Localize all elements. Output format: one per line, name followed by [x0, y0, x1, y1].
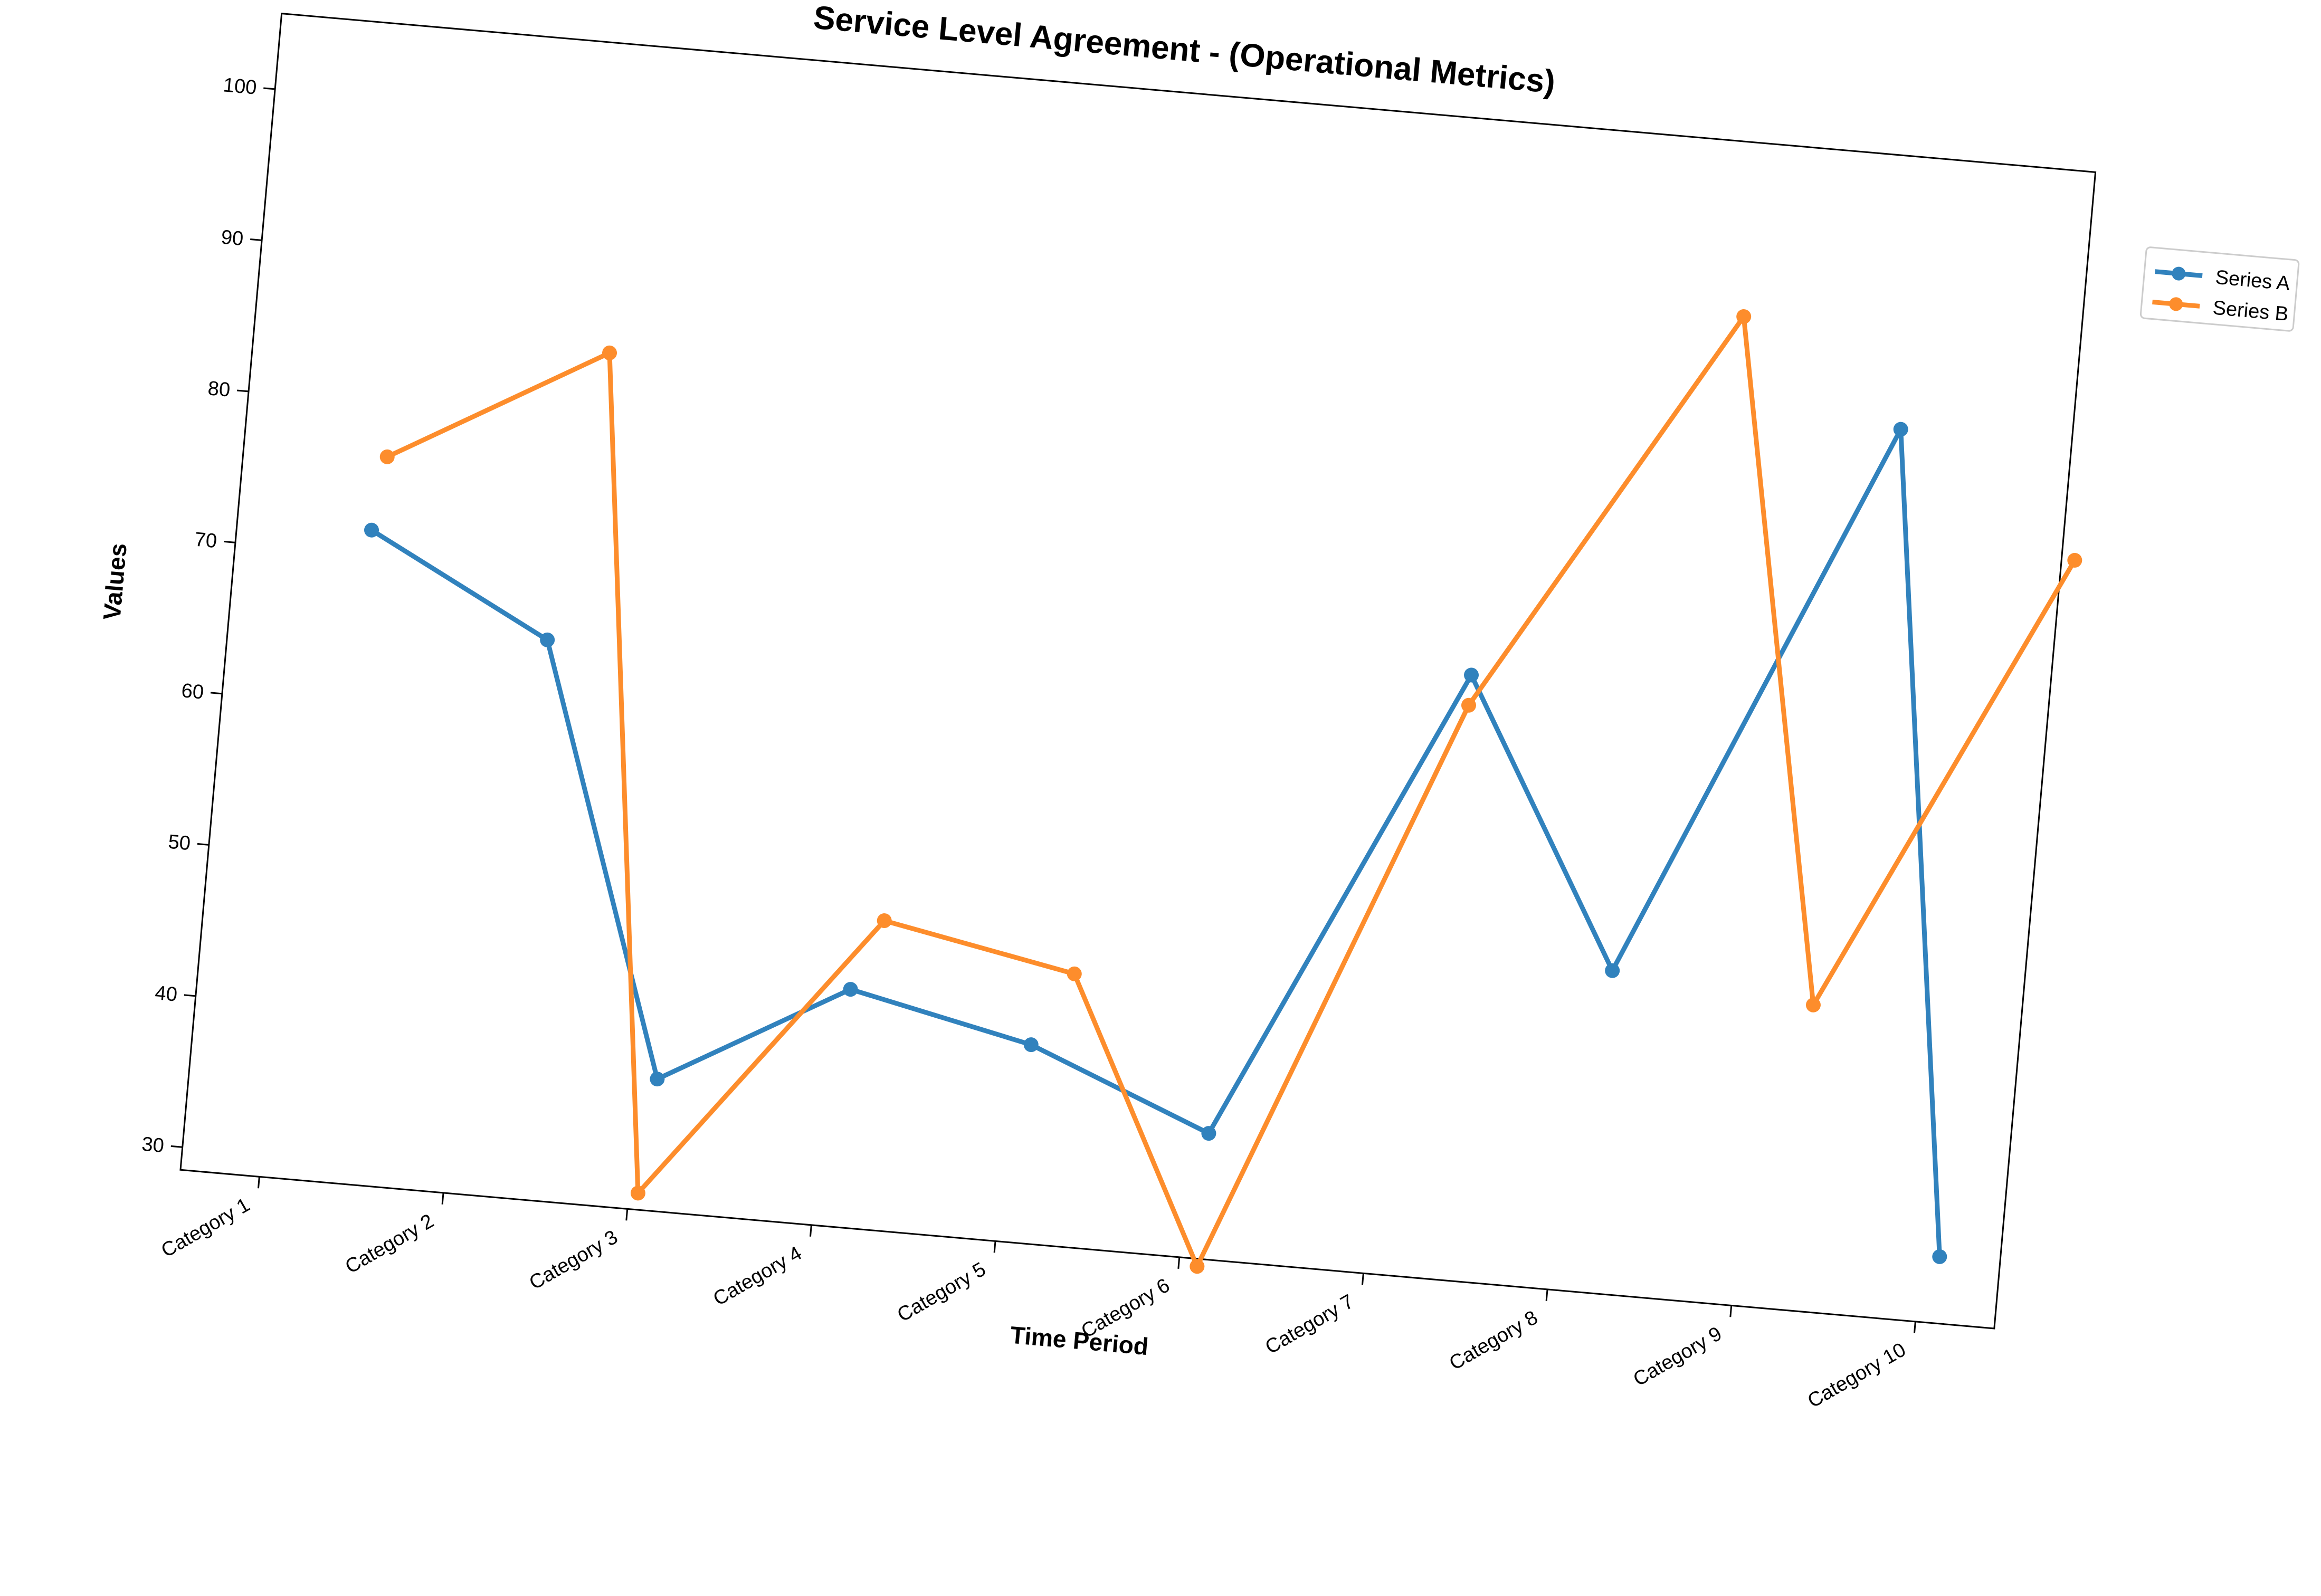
series-layer: [364, 309, 2082, 1274]
x-tick-mark: [1729, 1305, 1733, 1317]
series-2-point: [1736, 309, 1752, 324]
y-tick-label: 70: [194, 529, 218, 553]
series-1-point: [1893, 422, 1908, 437]
y-tick-mark: [170, 1145, 183, 1148]
x-axis: Category 1 Category 2 Category 3 Category 4…: [158, 1177, 1916, 1412]
x-tick-label: Category 4: [710, 1242, 806, 1310]
x-tick-label: Category 10: [1804, 1339, 1909, 1412]
series-1-point: [843, 982, 858, 997]
y-tick-mark: [184, 994, 196, 997]
x-tick-label: Category 3: [526, 1226, 622, 1294]
series-1-point: [1201, 1126, 1216, 1141]
series-line-1: [369, 427, 1942, 1259]
legend-marker-1: [2172, 266, 2186, 281]
x-tick-mark: [993, 1241, 996, 1253]
x-axis-label: Time Period: [1009, 1321, 1149, 1361]
chart-title: Service Level Agreement - (Operational M…: [812, 0, 1557, 100]
series-2-point: [2067, 552, 2082, 568]
series-1-point: [540, 632, 555, 647]
y-axis-label: Values: [98, 542, 132, 621]
x-tick-mark: [809, 1225, 812, 1237]
x-tick-label: Category 8: [1445, 1306, 1542, 1374]
series-1-point: [650, 1072, 665, 1087]
y-tick-label: 60: [180, 680, 205, 704]
y-tick-mark: [223, 540, 236, 543]
series-line-2: [385, 314, 2077, 1269]
series-2-point: [1067, 966, 1082, 981]
y-tick-label: 50: [167, 831, 192, 855]
series-1-point: [1023, 1037, 1039, 1053]
x-tick-label: Category 9: [1630, 1323, 1726, 1391]
series-2-point: [1461, 697, 1476, 713]
series-1-point: [364, 522, 379, 538]
y-tick-mark: [237, 389, 249, 393]
x-tick-label: Category 7: [1262, 1291, 1358, 1359]
x-tick-label: Category 1: [158, 1194, 254, 1262]
series-2-point: [379, 449, 395, 464]
series-2-point: [630, 1186, 645, 1201]
y-tick-mark: [263, 87, 275, 90]
y-tick-label: 80: [207, 377, 231, 402]
series-1-point: [1932, 1249, 1947, 1264]
x-tick-label: Category 2: [341, 1210, 437, 1278]
series-2-point: [602, 345, 617, 360]
y-tick-mark: [250, 238, 262, 241]
y-tick-mark: [210, 692, 223, 695]
x-tick-mark: [1361, 1273, 1364, 1285]
x-tick-mark: [1913, 1321, 1916, 1333]
y-tick-label: 90: [220, 226, 244, 251]
series-1-point: [1464, 667, 1479, 683]
y-tick-label: 40: [154, 982, 178, 1006]
series-2-point: [877, 913, 892, 929]
x-tick-mark: [1545, 1289, 1548, 1301]
x-tick-mark: [625, 1209, 629, 1221]
plot-frame: [179, 13, 2097, 1330]
x-tick-mark: [1177, 1257, 1181, 1269]
x-tick-mark: [441, 1192, 444, 1205]
y-tick-mark: [197, 843, 209, 846]
series-2-point: [1805, 997, 1821, 1012]
x-tick-label: Category 5: [893, 1258, 990, 1326]
series-2-point: [1190, 1259, 1205, 1274]
y-tick-label: 100: [222, 74, 258, 99]
x-tick-mark: [257, 1177, 260, 1189]
y-axis: 30 40 50 60 70 80 90 100: [141, 74, 275, 1158]
series-1-point: [1605, 963, 1620, 978]
y-tick-label: 30: [141, 1133, 165, 1158]
legend-marker-2: [2169, 297, 2183, 311]
chart-rotated-group: Service Level Agreement - (Operational M…: [98, 0, 2097, 1412]
